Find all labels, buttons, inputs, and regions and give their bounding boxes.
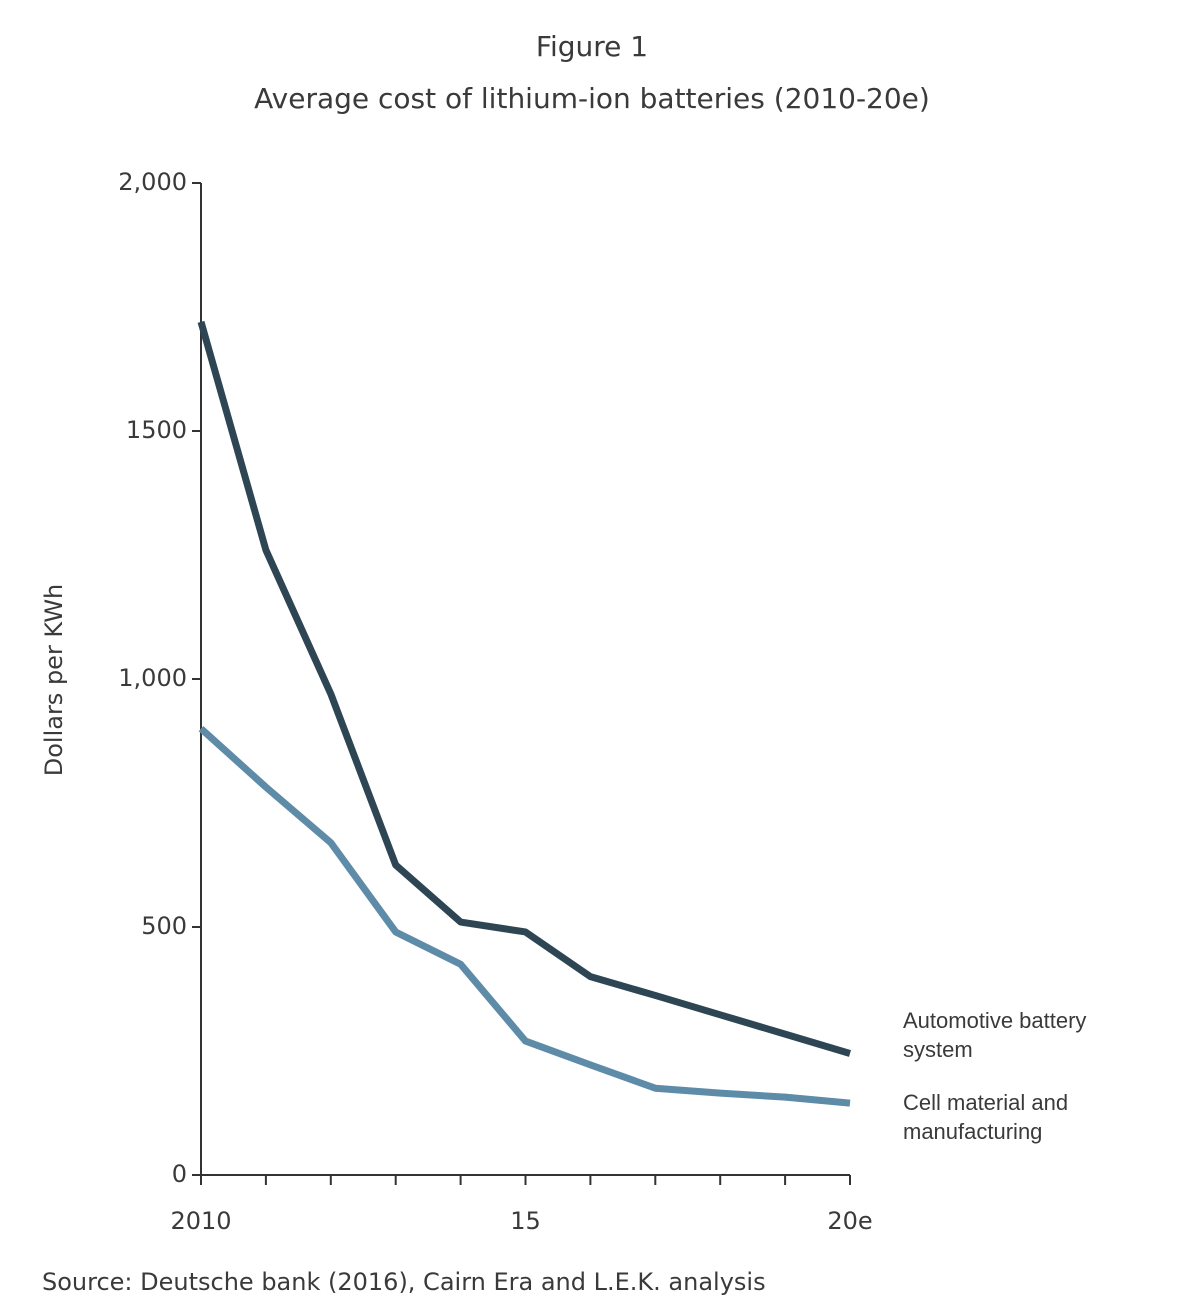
y-tick-label: 2,000 [118, 168, 187, 196]
source: Source: Deutsche bank (2016), Cairn Era … [42, 1268, 766, 1296]
series-label: Automotive battery system [903, 1008, 1087, 1062]
y-tick-label: 1,000 [118, 664, 187, 692]
y-tick-label: 0 [172, 1160, 187, 1188]
y-axis-label: Dollars per KWh [40, 584, 68, 777]
series-label: Cell material and manufacturing [903, 1090, 1069, 1144]
series-line [197, 320, 851, 1057]
y-tick-label: 1500 [126, 416, 187, 444]
x-tick-label: 2010 [170, 1207, 231, 1235]
x-tick-label: 20e [827, 1207, 872, 1235]
chart-title: Figure 1 [536, 30, 648, 63]
x-tick-label: 15 [510, 1207, 541, 1235]
chart-subtitle: Average cost of lithium-ion batteries (2… [254, 82, 930, 115]
y-tick-label: 500 [141, 912, 187, 940]
series-line [198, 726, 851, 1107]
